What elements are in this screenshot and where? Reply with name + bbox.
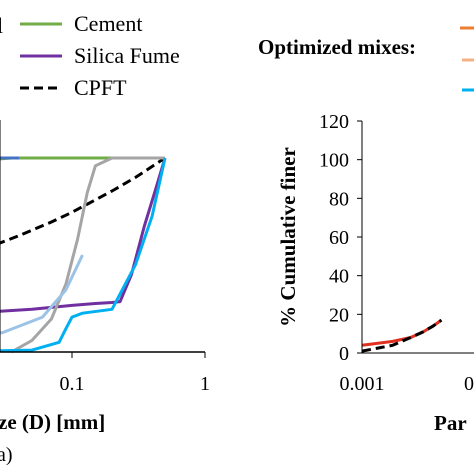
legend-label-cpft: CPFT xyxy=(74,75,127,100)
right-y-tick-label-0: 0 xyxy=(339,343,349,365)
left-series-cement xyxy=(0,156,165,161)
right-series-unnamed-1 xyxy=(361,318,443,353)
legend-label-silica-fume: Silica Fume xyxy=(74,43,180,68)
right-series-group xyxy=(361,318,443,353)
left-series-unnamed-5 xyxy=(0,254,84,335)
right-y-tick-label-20: 20 xyxy=(329,304,349,326)
right-y-tick-label-60: 60 xyxy=(329,227,349,249)
left-series-cpft xyxy=(0,156,166,245)
left-series-silica-fume xyxy=(0,157,167,313)
right-y-tick-label-120: 120 xyxy=(319,111,349,133)
left-tick-label-1: 1 xyxy=(200,373,210,395)
right-panel: Optimized mixes: 0 20 40 60 80 100 120 % Cumul… xyxy=(258,26,474,435)
left-x-axis-label: ze (D) [mm] xyxy=(0,410,105,434)
left-tick-label-0.1: 0.1 xyxy=(60,373,85,395)
right-y-tick-label-100: 100 xyxy=(319,150,349,172)
legend-label-cement: Cement xyxy=(74,11,142,36)
right-x-axis-label: Par xyxy=(434,411,467,435)
legend-partial-glyph: l xyxy=(0,13,3,38)
right-y-axis-label: % Cumulative finer xyxy=(276,147,300,327)
left-series-unnamed-4 xyxy=(10,156,165,354)
right-tick-label-cut: 0 xyxy=(464,373,474,395)
right-y-tick-label-80: 80 xyxy=(329,188,349,210)
left-series-unnamed-3 xyxy=(0,156,20,160)
right-legend-title: Optimized mixes: xyxy=(258,35,416,59)
left-legend: l Cement Silica Fume CPFT xyxy=(0,11,180,100)
left-series-unnamed-6 xyxy=(0,157,167,353)
right-y-tick-label-40: 40 xyxy=(329,266,349,288)
left-series-group xyxy=(0,156,167,354)
right-series-unnamed-0 xyxy=(361,318,443,347)
right-tick-label-0.001: 0.001 xyxy=(340,373,385,395)
left-panel: 0.1 1 ze (D) [mm] a) xyxy=(0,120,210,466)
panel-label: a) xyxy=(0,444,13,466)
left-x-ticks xyxy=(71,352,206,358)
right-y-ticks: 0 20 40 60 80 100 120 xyxy=(319,111,362,365)
